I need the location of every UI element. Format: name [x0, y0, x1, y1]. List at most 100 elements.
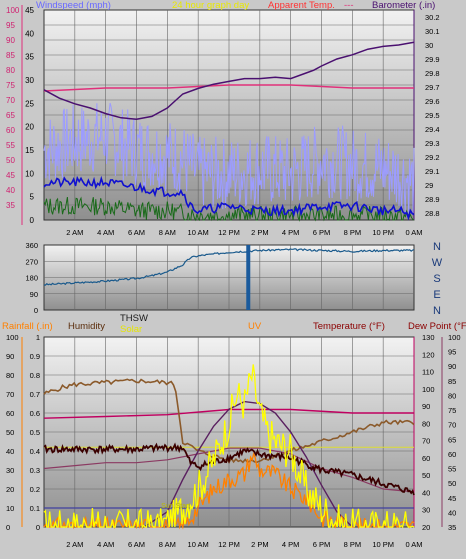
left-outer-tick-label: 60	[6, 126, 15, 135]
compass-label: E	[433, 289, 440, 301]
rain-inner-tick-label: 0.8	[30, 371, 40, 380]
left-outer-tick-label: 35	[6, 201, 15, 210]
solar-line	[43, 364, 415, 529]
rain-inner-tick-label: 0.6	[30, 409, 40, 418]
temperature-tick-label: 60	[422, 454, 430, 463]
temperature-tick-label: 70	[422, 437, 430, 446]
apparent-temp-legend: Apparent Temp.	[268, 0, 335, 11]
top-x-tick-label: 12 PM	[218, 228, 240, 237]
dewpoint-tick-label: 35	[448, 523, 456, 532]
left-outer-tick-label: 45	[6, 171, 15, 180]
rain-outer-tick-label: 30	[6, 466, 14, 475]
rain-inner-tick-label: 0.2	[30, 485, 40, 494]
barometer-tick-label: 29.7	[425, 83, 440, 92]
uv-legend: UV	[248, 321, 262, 332]
direction-tick-label: 270	[25, 257, 38, 266]
left-outer-tick-label: 65	[6, 111, 15, 120]
dewpoint-tick-label: 75	[448, 406, 456, 415]
rain-inner-tick-label: 0	[36, 523, 40, 532]
temperature-tick-label: 30	[422, 506, 430, 515]
barometer-tick-label: 28.8	[425, 209, 440, 218]
rain-inner-tick-label: 1	[36, 333, 40, 342]
direction-tick-label: 360	[25, 241, 38, 250]
top-x-tick-label: 6 AM	[128, 228, 145, 237]
dewpoint-tick-label: 90	[448, 362, 456, 371]
direction-tick-label: 90	[30, 290, 38, 299]
temperature-tick-label: 110	[422, 368, 434, 377]
barometer-tick-label: 30.1	[425, 27, 440, 36]
left-inner-tick-label: 30	[25, 76, 34, 85]
top-x-tick-label: 10 AM	[188, 228, 209, 237]
rain-inner-tick-label: 0.9	[30, 352, 40, 361]
left-outer-tick-label: 95	[6, 21, 15, 30]
compass-label: S	[433, 273, 440, 285]
rain-outer-tick-label: 20	[6, 485, 14, 494]
windspeed-avg-line	[43, 175, 415, 221]
top-x-tick-label: 8 AM	[159, 228, 176, 237]
solar-legend: Solar	[120, 324, 142, 335]
barometer-tick-label: 29.4	[425, 125, 440, 134]
temperature-tick-label: 20	[422, 523, 430, 532]
dewpoint-tick-label: 65	[448, 435, 456, 444]
bottom-x-tick-label: 10 PM	[372, 540, 394, 549]
barometer-tick-label: 30.2	[425, 13, 440, 22]
rain-inner-tick-label: 0.3	[30, 466, 40, 475]
dewpoint-tick-label: 45	[448, 494, 456, 503]
bottom-x-tick-label: 12 PM	[218, 540, 240, 549]
barometer-tick-label: 29.2	[425, 153, 440, 162]
temperature-legend: Temperature (°F)	[313, 321, 385, 332]
bottom-x-tick-label: 6 PM	[313, 540, 331, 549]
top-x-tick-label: 8 PM	[344, 228, 362, 237]
left-inner-tick-label: 45	[25, 6, 34, 15]
left-outer-tick-label: 50	[6, 156, 15, 165]
left-outer-tick-label: 75	[6, 81, 15, 90]
direction-tick-label: 180	[25, 274, 38, 283]
left-inner-tick-label: 0	[30, 216, 35, 225]
left-outer-tick-label: 85	[6, 51, 15, 60]
barometer-tick-label: 29.3	[425, 139, 440, 148]
compass-label: N	[433, 305, 441, 317]
solar-max-line	[143, 400, 353, 528]
rain-outer-tick-label: 70	[6, 390, 14, 399]
rain-outer-tick-label: 80	[6, 371, 14, 380]
dewpoint-tick-label: 80	[448, 391, 456, 400]
rain-outer-tick-label: 40	[6, 447, 14, 456]
rain-outer-tick-label: 50	[6, 428, 14, 437]
direction-tick-label: 0	[34, 306, 38, 315]
title-legend: 24 hour graph day	[172, 0, 249, 11]
rain-inner-tick-label: 0.4	[30, 447, 40, 456]
bottom-x-tick-label: 2 PM	[251, 540, 269, 549]
bottom-x-tick-label: 6 AM	[128, 540, 145, 549]
windspeed-gust-line	[43, 102, 415, 216]
rain-inner-tick-label: 0.1	[30, 504, 40, 513]
left-inner-tick-label: 25	[25, 99, 34, 108]
humidity-legend: Humidity	[68, 321, 105, 332]
thsw-legend: THSW	[120, 313, 148, 324]
bottom-x-tick-label: 4 PM	[282, 540, 300, 549]
bottom-x-tick-label: 2 AM	[66, 540, 83, 549]
left-outer-tick-label: 40	[6, 186, 15, 195]
top-x-tick-label: 0 AM	[405, 228, 422, 237]
dewpoint-tick-label: 70	[448, 421, 456, 430]
top-x-tick-label: 4 PM	[282, 228, 300, 237]
rain-inner-tick-label: 0.7	[30, 390, 40, 399]
rain-outer-tick-label: 10	[6, 504, 14, 513]
top-x-tick-label: 10 PM	[372, 228, 394, 237]
left-inner-tick-label: 5	[30, 193, 35, 202]
dewpoint-tick-label: 55	[448, 465, 456, 474]
top-x-tick-label: 6 PM	[313, 228, 331, 237]
top-x-tick-label: 2 AM	[66, 228, 83, 237]
dewpoint-legend: Dew Point (°F)	[408, 321, 466, 332]
thsw-line	[43, 442, 415, 496]
sun-start-annotation: Sun Start	[161, 503, 190, 510]
bottom-x-tick-label: 4 AM	[97, 540, 114, 549]
bottom-x-tick-label: 0 AM	[405, 540, 422, 549]
dewpoint-tick-label: 50	[448, 479, 456, 488]
left-inner-tick-label: 10	[25, 169, 34, 178]
rain-outer-tick-label: 60	[6, 409, 14, 418]
bottom-x-tick-label: 10 AM	[188, 540, 209, 549]
barometer-tick-label: 30	[425, 41, 433, 50]
top-x-tick-label: 2 PM	[251, 228, 269, 237]
windspeed-legend: Windspeed (mph)	[36, 0, 111, 11]
